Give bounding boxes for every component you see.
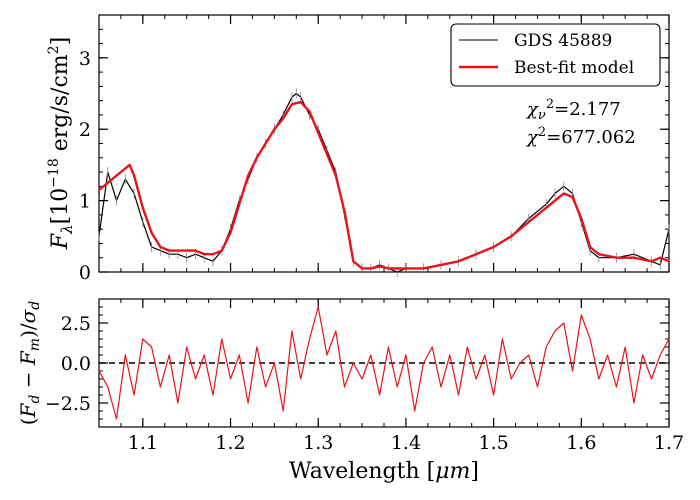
legend-label-model: Best-fit model <box>514 58 634 78</box>
residuals-ticks <box>98 299 670 427</box>
residuals-y-axis-label: (Fd − Fm)/σd <box>16 301 43 426</box>
chi-nu-value: =2.177 <box>554 99 621 120</box>
chi-nu-subscript: ν <box>538 108 546 123</box>
residuals-y-tick-labels: −2.5 0.0 2.5 <box>45 313 91 415</box>
spectrum-y-tick-labels: 0 1 2 3 <box>79 48 91 284</box>
x-axis-label: Wavelength [μm] <box>289 459 479 484</box>
legend-label-observed: GDS 45889 <box>514 31 612 51</box>
spectrum-y-tick-label: 1 <box>79 191 91 213</box>
residuals-y-tick-label: −2.5 <box>45 393 91 415</box>
residuals-line <box>98 306 670 420</box>
observed-spectrum-line <box>98 92 670 273</box>
chi-superscript: 2 <box>538 125 546 140</box>
x-tick-label: 1.7 <box>654 432 684 454</box>
spectrum-y-tick-label: 0 <box>79 262 91 284</box>
x-tick-label: 1.6 <box>566 432 596 454</box>
legend-box <box>450 23 661 87</box>
spectrum-y-tick-label: 2 <box>79 119 91 141</box>
x-tick-labels: 1.1 1.2 1.3 1.4 1.5 1.6 1.7 <box>128 432 684 454</box>
legend: GDS 45889 Best-fit model <box>450 23 661 87</box>
x-tick-label: 1.1 <box>128 432 158 454</box>
chi-square-annotation: χ2=677.062 <box>525 125 636 148</box>
residuals-series <box>98 306 670 420</box>
chi-value: =677.062 <box>546 127 636 148</box>
chi-symbol: χ <box>525 127 539 148</box>
spectrum-series <box>98 88 670 277</box>
chi-nu-superscript: 2 <box>546 97 554 112</box>
x-tick-label: 1.5 <box>479 432 509 454</box>
reduced-chi-square-annotation: χν2=2.177 <box>525 97 621 123</box>
residuals-panel: −2.5 0.0 2.5 1.1 1.2 1.3 1.4 1.5 1.6 1.7 (Fd − F… <box>16 298 684 484</box>
spectrum-y-axis-label: Fλ[10−18 erg/s/cm2] <box>46 37 76 250</box>
chi-nu-symbol: χ <box>525 99 539 120</box>
x-tick-label: 1.2 <box>215 432 245 454</box>
residuals-y-tick-label: 0.0 <box>61 353 91 375</box>
x-tick-label: 1.4 <box>391 432 421 454</box>
spectrum-y-tick-label: 3 <box>79 48 91 70</box>
residuals-y-tick-label: 2.5 <box>61 313 91 335</box>
model-spectrum-line <box>98 100 670 270</box>
spectrum-ticks <box>98 15 670 273</box>
x-tick-label: 1.3 <box>303 432 333 454</box>
